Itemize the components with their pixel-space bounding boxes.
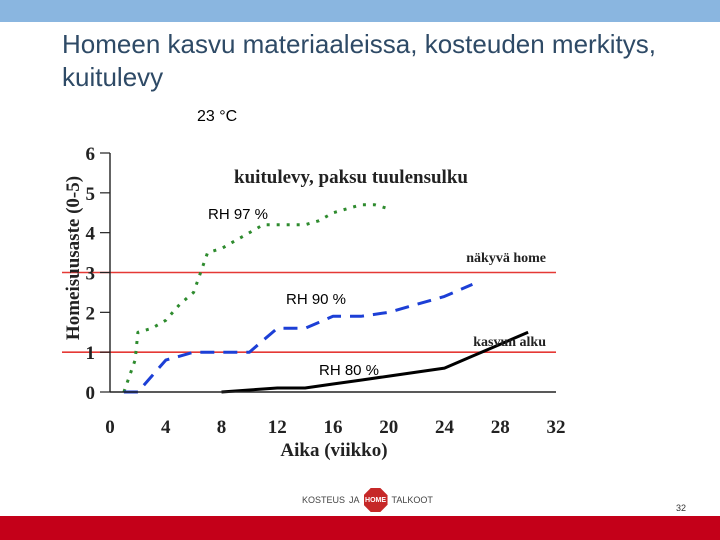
logo-text-middle: JA xyxy=(349,495,360,505)
y-tick-label: 4 xyxy=(86,224,96,245)
series-line-2 xyxy=(123,283,473,394)
x-axis-label: Aika (viikko) xyxy=(280,440,387,461)
y-axis-label: Homeisuusaste (0-5) xyxy=(63,176,84,340)
y-tick-label: 3 xyxy=(86,264,96,285)
x-tick-label: 8 xyxy=(217,417,227,438)
series-label-3: RH 80 % xyxy=(319,362,379,379)
x-tick-label: 12 xyxy=(268,417,287,438)
chart-title: kuitulevy, paksu tuulensulku xyxy=(234,167,468,188)
page-number: 32 xyxy=(676,503,687,513)
x-tick-label: 16 xyxy=(324,417,343,438)
reference-line-label-1: näkyvä home xyxy=(466,251,546,266)
series-line-3 xyxy=(221,330,529,394)
bottom-accent-bar xyxy=(0,516,720,540)
y-tick-label: 2 xyxy=(86,303,96,324)
y-tick-label: 0 xyxy=(86,383,96,404)
y-tick-label: 1 xyxy=(86,343,96,364)
stop-sign-icon: HOME xyxy=(363,488,388,512)
series-label-2: RH 90 % xyxy=(286,291,346,308)
reference-line-label-2: kasvun alku xyxy=(473,335,546,350)
x-tick-label: 0 xyxy=(105,417,115,438)
x-tick-label: 32 xyxy=(547,417,566,438)
series-line-1 xyxy=(122,203,390,393)
logo-text-left: KOSTEUS xyxy=(302,495,346,505)
temperature-label: 23 °C xyxy=(197,108,238,125)
y-tick-label: 5 xyxy=(86,184,96,205)
x-tick-label: 24 xyxy=(435,417,455,438)
top-accent-bar xyxy=(0,0,720,22)
x-tick-label: 4 xyxy=(161,417,171,438)
logo-text-right: TALKOOT xyxy=(391,495,433,505)
slide-title: Homeen kasvu materiaaleissa, kosteuden m… xyxy=(62,29,656,92)
x-tick-label: 20 xyxy=(379,417,398,438)
x-tick-label: 28 xyxy=(491,417,510,438)
y-tick-label: 6 xyxy=(86,144,96,165)
logo-text-center: HOME xyxy=(365,496,387,504)
series-label-1: RH 97 % xyxy=(208,206,268,223)
footer-logo: KOSTEUS JA HOME TALKOOT xyxy=(300,488,435,512)
